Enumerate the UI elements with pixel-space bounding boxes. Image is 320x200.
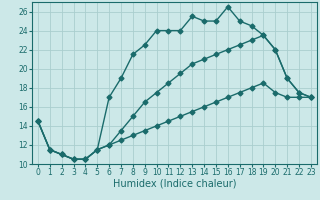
X-axis label: Humidex (Indice chaleur): Humidex (Indice chaleur): [113, 179, 236, 189]
